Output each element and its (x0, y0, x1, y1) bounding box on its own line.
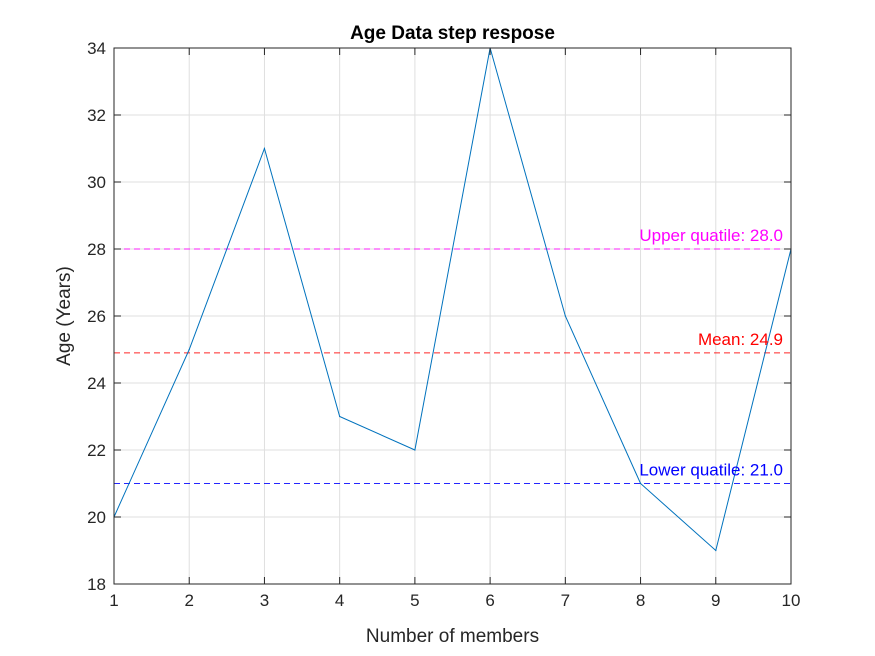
y-tick-label: 34 (87, 39, 106, 58)
y-tick-label: 20 (87, 508, 106, 527)
reference-line-label: Upper quatile: 28.0 (639, 226, 783, 245)
reference-labels: Upper quatile: 28.0 Mean: 24.9 Lower quati… (639, 226, 783, 480)
reference-line-label: Lower quatile: 21.0 (639, 461, 783, 480)
data-point (339, 415, 341, 418)
y-axis-label: Age (Years) (54, 266, 75, 366)
reference-line-label: Mean: 24.9 (698, 330, 783, 349)
y-tick-label: 18 (87, 575, 106, 594)
y-tick-label: 32 (87, 106, 106, 125)
x-tick-label: 6 (485, 591, 494, 610)
x-tick-label: 7 (561, 591, 570, 610)
data-point (414, 449, 416, 451)
y-tick-label: 28 (87, 240, 106, 259)
y-tick-label: 22 (87, 441, 106, 460)
reference-lines (114, 248, 791, 484)
x-tick-label: 4 (335, 591, 344, 610)
data-point (564, 315, 566, 317)
data-point (263, 147, 266, 150)
x-tick-label: 8 (636, 591, 645, 610)
x-tick-label: 2 (184, 591, 193, 610)
data-point (715, 549, 717, 552)
x-tick-label: 5 (410, 591, 419, 610)
y-tick-label: 24 (87, 374, 106, 393)
x-axis-label: Number of members (366, 626, 539, 647)
data-point (639, 482, 642, 485)
y-tick-label: 26 (87, 307, 106, 326)
grid (113, 47, 792, 585)
y-tick-label: 30 (87, 173, 106, 192)
x-tick-label: 10 (782, 591, 801, 610)
data-point (188, 348, 190, 351)
x-tick-label: 9 (711, 591, 720, 610)
x-tick-label: 3 (260, 591, 269, 610)
x-tick-label: 1 (109, 591, 118, 610)
chart-title: Age Data step respose (350, 23, 555, 44)
series-line (113, 47, 792, 552)
